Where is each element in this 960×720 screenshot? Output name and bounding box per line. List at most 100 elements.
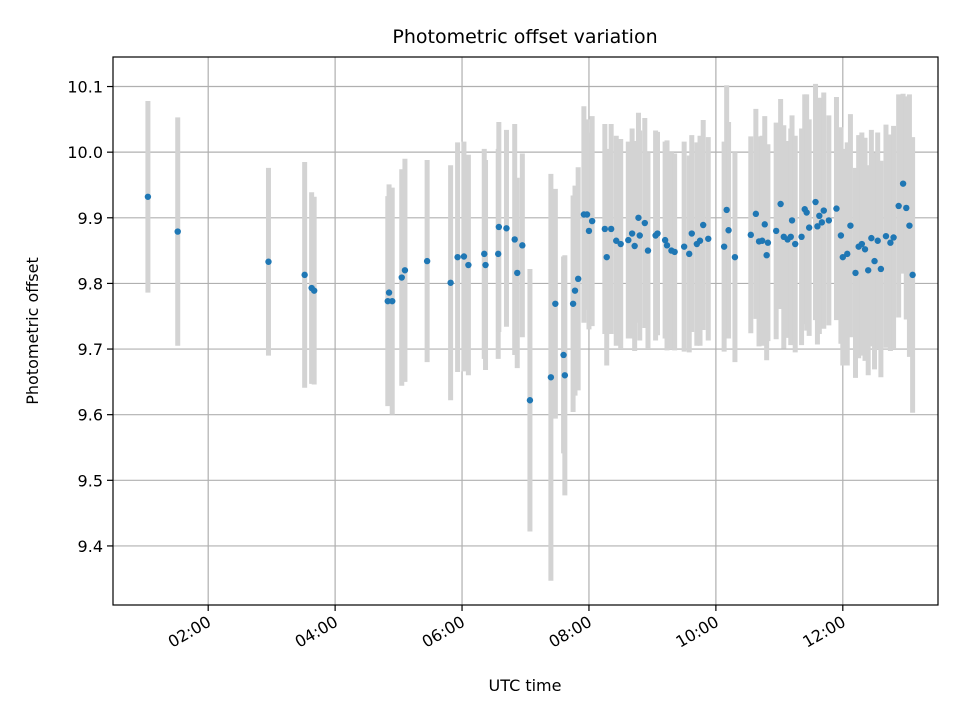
data-point: [495, 223, 503, 231]
y-axis: 9.4 9.5 9.6 9.7 9.8 9.9 10.0 10.1: [67, 78, 113, 556]
data-point: [514, 269, 521, 277]
data-point: [301, 271, 308, 279]
data-point: [844, 250, 851, 258]
data-point: [877, 265, 885, 273]
data-point: [423, 257, 431, 265]
data-point: [899, 180, 907, 187]
data-point: [858, 240, 866, 248]
data-point: [787, 233, 794, 241]
data-point: [798, 233, 805, 241]
data-point: [764, 239, 772, 246]
data-point: [723, 206, 730, 214]
data-point: [906, 222, 913, 229]
data-point: [868, 234, 875, 242]
data-point: [552, 300, 559, 307]
y-axis-label: Photometric offset: [23, 257, 42, 405]
data-point: [511, 236, 518, 243]
data-point: [569, 300, 577, 307]
data-point: [825, 217, 833, 224]
data-point: [495, 250, 502, 258]
data-point: [871, 257, 878, 265]
data-point: [644, 247, 652, 254]
y-tick-label: 9.7: [78, 340, 103, 359]
data-point: [792, 240, 799, 248]
data-point: [895, 202, 902, 210]
data-point: [482, 261, 489, 269]
data-point: [454, 253, 461, 261]
x-axis-label: UTC time: [489, 676, 562, 695]
data-point: [574, 275, 582, 283]
data-point: [460, 253, 468, 260]
data-point: [696, 237, 704, 244]
data-point: [688, 230, 695, 237]
y-tick-label: 9.6: [78, 406, 103, 425]
data-point: [398, 274, 405, 281]
data-point: [725, 227, 732, 234]
data-point: [613, 237, 620, 244]
data-point: [389, 297, 396, 305]
data-point: [680, 243, 688, 250]
data-point: [720, 243, 728, 250]
data-point: [837, 232, 845, 239]
y-tick-label: 10.1: [67, 78, 103, 97]
data-point: [861, 246, 869, 253]
data-point: [820, 207, 827, 214]
data-point: [631, 242, 638, 250]
data-point: [174, 228, 181, 235]
data-point: [265, 258, 272, 265]
data-point: [628, 230, 636, 237]
data-point: [818, 219, 826, 226]
data-point: [816, 212, 823, 220]
data-point: [909, 271, 916, 279]
data-point: [752, 210, 760, 218]
data-point: [833, 205, 840, 212]
data-point: [310, 287, 318, 294]
data-point: [465, 261, 472, 269]
y-tick-label: 9.5: [78, 471, 103, 490]
data-point: [588, 217, 596, 225]
data-point: [699, 221, 707, 229]
data-point: [747, 231, 754, 239]
data-point: [852, 269, 859, 277]
data-point: [617, 240, 624, 248]
data-point: [526, 397, 534, 404]
data-point: [761, 221, 768, 228]
data-point: [763, 251, 770, 259]
data-point: [635, 214, 642, 221]
data-point: [144, 193, 152, 200]
data-point: [812, 198, 819, 206]
data-point: [671, 248, 678, 256]
data-point: [661, 236, 669, 244]
data-point: [663, 242, 671, 249]
data-point: [625, 236, 632, 244]
data-point: [385, 289, 393, 296]
data-point: [788, 217, 796, 224]
data-point: [583, 211, 591, 218]
data-point: [601, 225, 609, 233]
plot-frame: [112, 56, 939, 606]
data-point: [447, 279, 454, 286]
y-tick-label: 10.0: [67, 143, 103, 162]
data-point: [503, 225, 510, 232]
y-tick-label: 9.8: [78, 274, 103, 293]
data-point: [805, 224, 813, 231]
data-points: [144, 180, 916, 404]
data-point: [847, 222, 854, 229]
data-point: [731, 253, 739, 261]
data-point: [585, 227, 593, 235]
data-point: [384, 297, 391, 305]
data-point: [814, 223, 821, 230]
data-point: [777, 200, 784, 208]
data-point: [636, 232, 643, 239]
data-point: [874, 237, 881, 244]
data-point: [887, 239, 894, 246]
data-point: [519, 242, 526, 249]
data-point: [560, 351, 567, 359]
data-point: [686, 250, 693, 258]
data-point: [890, 234, 897, 241]
data-point: [903, 204, 910, 212]
data-point: [772, 227, 780, 235]
data-point: [561, 372, 569, 379]
